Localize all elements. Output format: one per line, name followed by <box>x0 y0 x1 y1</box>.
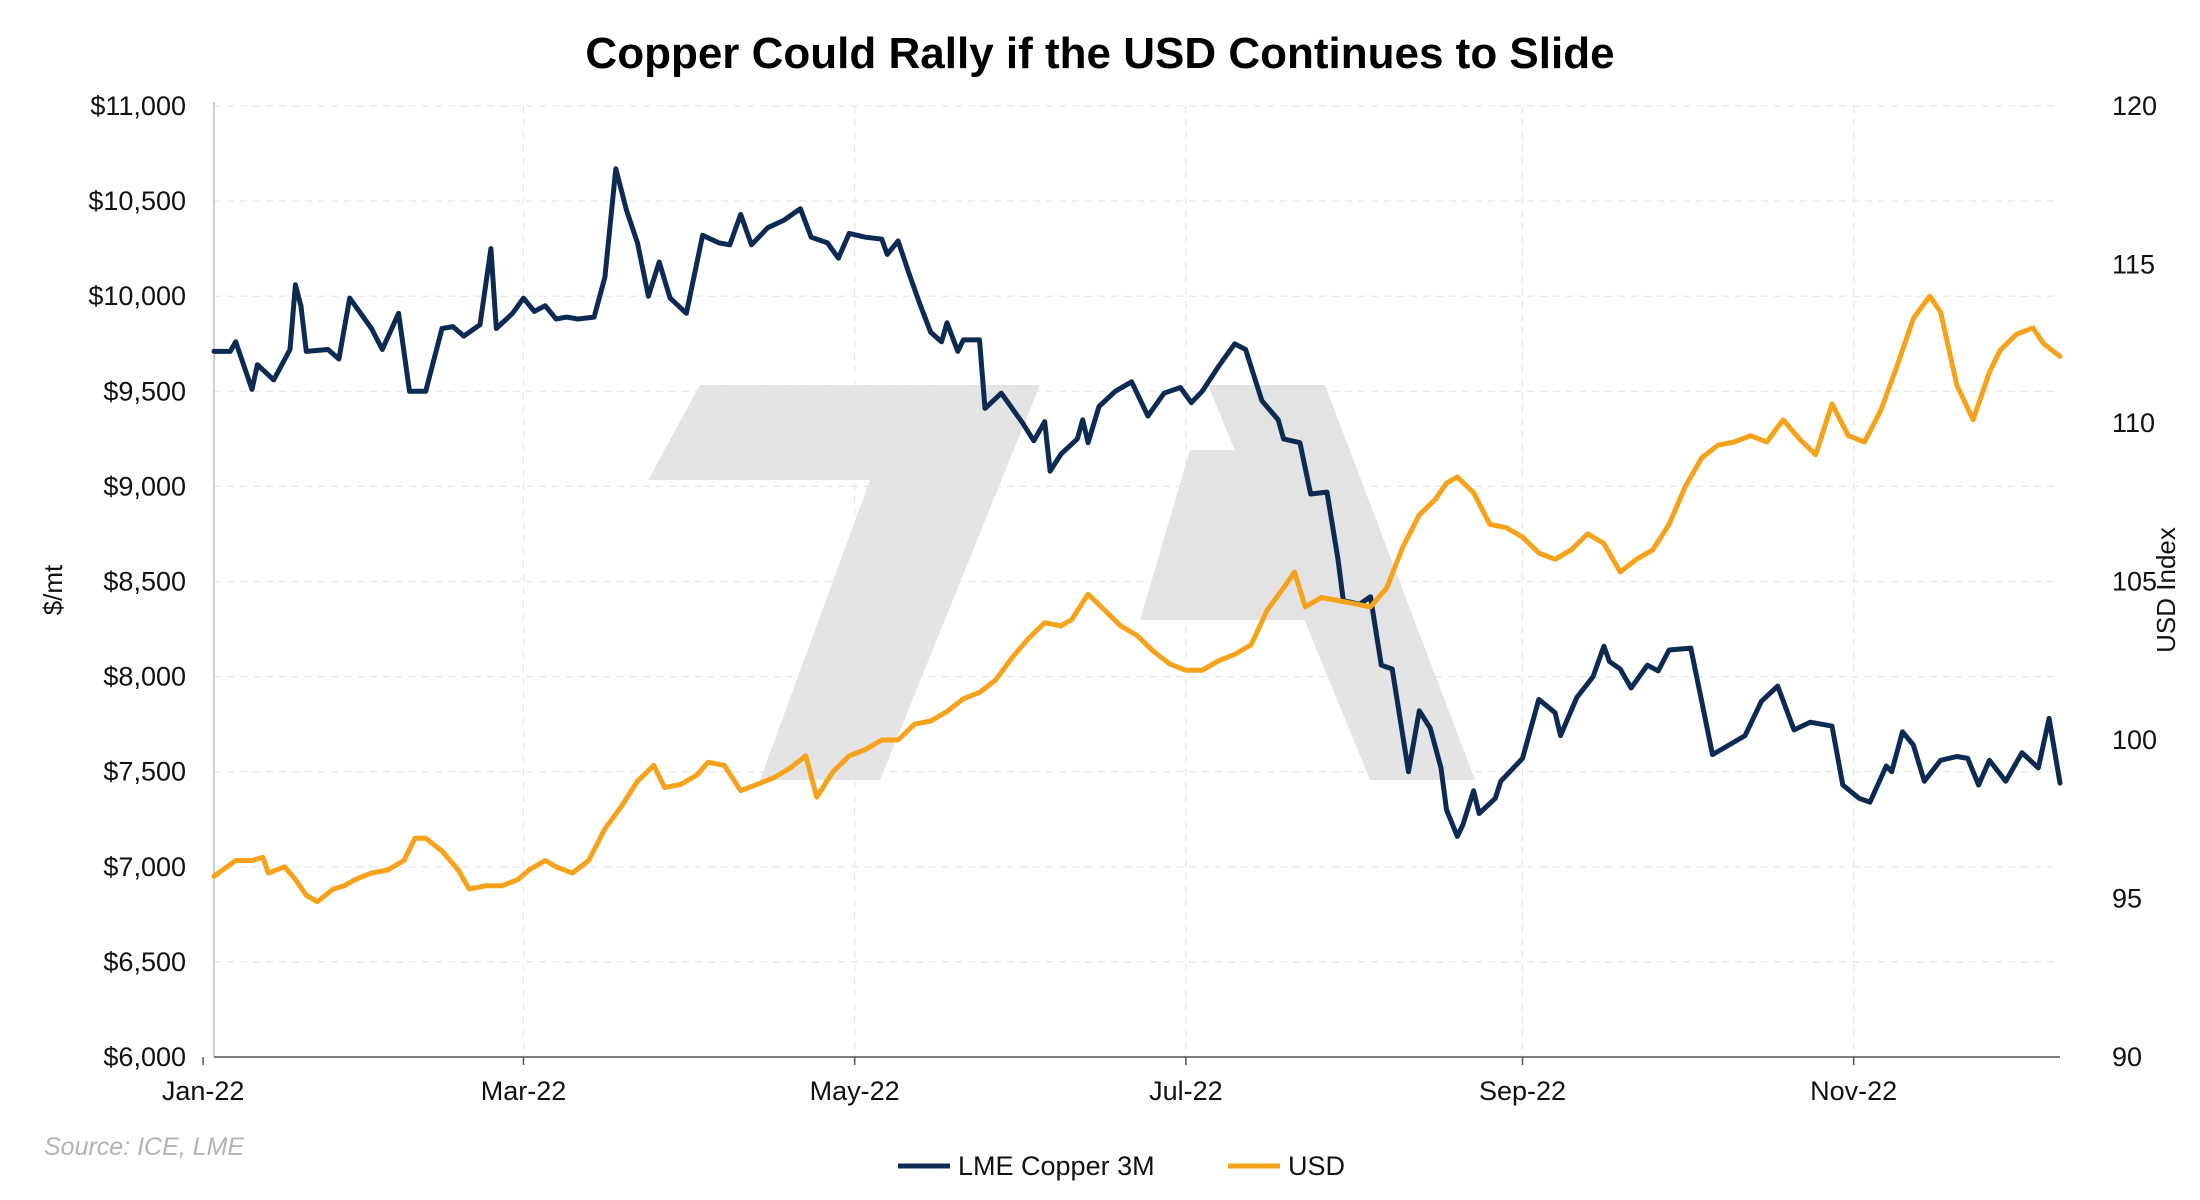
x-tick-label: Jan-22 <box>162 1076 245 1106</box>
y-left-tick-label: $7,500 <box>103 757 186 787</box>
y-left-tick-label: $6,500 <box>103 947 186 977</box>
y-right-axis-label: USD Index <box>2151 527 2181 653</box>
axes: $6,000 $6,500 $7,000 $7,500 $8,000 $8,500 $9,0… <box>88 91 2157 1106</box>
y-left-tick-label: $11,000 <box>90 91 186 121</box>
y-right-tick-label: 115 <box>2112 250 2155 280</box>
chart-title: Copper Could Rally if the USD Continues … <box>585 29 1614 78</box>
y-left-tick-label: $6,000 <box>103 1042 186 1072</box>
y-right-tick-label: 105 <box>2112 567 2157 597</box>
y-left-tick-label: $9,000 <box>103 471 186 501</box>
series-lines <box>211 166 2063 905</box>
series-line-lme-copper-3m <box>211 166 2063 839</box>
y-left-tick-label: $10,500 <box>88 186 186 216</box>
x-tick-label: May-22 <box>810 1076 900 1106</box>
y-right-tick-label: 100 <box>2112 725 2157 755</box>
x-tick-label: Nov-22 <box>1810 1076 1897 1106</box>
y-left-tick-label: $10,000 <box>88 281 186 311</box>
watermark-logo-center <box>1140 450 1330 620</box>
y-left-axis-label: $/mt <box>38 564 68 615</box>
y-right-tick-label: 110 <box>2112 408 2155 438</box>
x-tick-label: Sep-22 <box>1479 1076 1566 1106</box>
legend-label-copper: LME Copper 3M <box>958 1151 1155 1181</box>
y-left-tick-label: $8,500 <box>103 567 186 597</box>
legend-label-usd: USD <box>1288 1151 1345 1181</box>
series-line-usd <box>211 293 2063 905</box>
watermark-logo <box>648 385 1475 780</box>
y-right-tick-label: 90 <box>2112 1042 2142 1072</box>
y-left-tick-label: $9,500 <box>103 376 186 406</box>
source-note: Source: ICE, LME <box>44 1133 244 1161</box>
x-tick-label: Jul-22 <box>1149 1076 1223 1106</box>
y-left-tick-label: $8,000 <box>103 662 186 692</box>
y-left-tick-label: $7,000 <box>103 852 186 882</box>
y-right-tick-label: 95 <box>2112 884 2142 914</box>
watermark-logo-left <box>648 385 1040 780</box>
y-right-tick-label: 120 <box>2112 91 2157 121</box>
x-tick-label: Mar-22 <box>481 1076 567 1106</box>
legend: LME Copper 3M USD <box>898 1151 1345 1181</box>
grid-lines <box>214 105 2060 1057</box>
